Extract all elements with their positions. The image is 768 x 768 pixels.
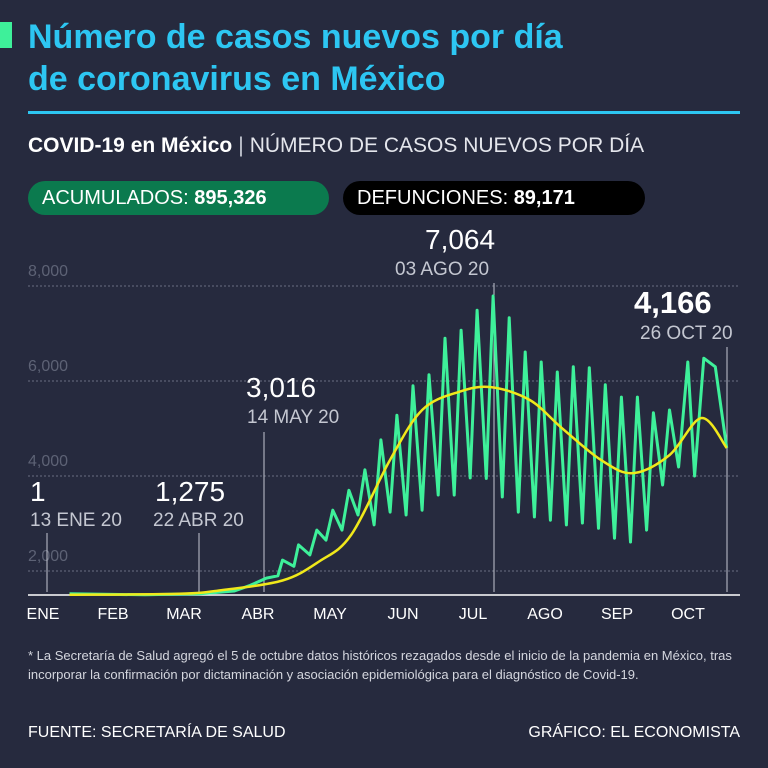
- y-tick-label: 4,000: [28, 453, 69, 470]
- x-tick-label: OCT: [671, 606, 705, 623]
- subtitle-separator: |: [238, 134, 244, 157]
- x-tick-label: ABR: [241, 606, 275, 623]
- x-tick-label: FEB: [97, 606, 129, 623]
- subtitle-rest: NÚMERO DE CASOS NUEVOS POR DÍA: [249, 134, 645, 157]
- annotation-value: 3,016: [246, 372, 317, 403]
- annotation-date: 03 AGO 20: [395, 259, 490, 280]
- trend-series-line: [69, 385, 728, 596]
- accumulated-value: 895,326: [194, 187, 267, 209]
- source-label: FUENTE: SECRETARÍA DE SALUD: [28, 724, 286, 741]
- annotation-date: 22 ABR 20: [153, 510, 244, 531]
- annotation-date: 14 MAY 20: [247, 407, 340, 428]
- annotation-value: 7,064: [425, 224, 496, 255]
- annotation-date: 13 ENE 20: [30, 510, 122, 531]
- deaths-value: 89,171: [513, 187, 575, 209]
- accumulated-badge: ACUMULADOS: 895,326: [28, 181, 329, 215]
- subtitle: COVID-19 en México | NÚMERO DE CASOS NUEVO…: [28, 134, 644, 158]
- credit-label: GRÁFICO: EL ECONOMISTA: [528, 724, 740, 741]
- deaths-badge: DEFUNCIONES: 89,171: [343, 181, 645, 215]
- deaths-label: DEFUNCIONES:: [357, 187, 509, 209]
- x-tick-label: AGO: [527, 606, 563, 623]
- x-tick-label: MAY: [313, 606, 347, 623]
- x-tick-label: SEP: [600, 606, 634, 623]
- y-tick-label: 2,000: [28, 548, 69, 565]
- x-tick-label: JUN: [387, 606, 419, 623]
- annotation-value-latest: 4,166: [634, 285, 712, 320]
- subtitle-bold: COVID-19 en México: [28, 134, 233, 157]
- daily-series-line: [69, 294, 729, 597]
- y-tick-label: 8,000: [28, 263, 69, 280]
- title-line-1: Número de casos nuevos por día: [28, 18, 563, 56]
- title-line-2: de coronavirus en México: [28, 60, 446, 98]
- y-tick-label: 6,000: [28, 358, 69, 375]
- footnote: * La Secretaría de Salud agregó el 5 de …: [28, 648, 732, 682]
- annotation-value: 1,275: [155, 476, 226, 507]
- title-accent-bar: [0, 22, 12, 48]
- x-tick-label: ENE: [26, 606, 60, 623]
- annotation-date-latest: 26 OCT 20: [640, 323, 733, 344]
- title-divider: [28, 111, 740, 114]
- annotation-value: 1: [30, 476, 46, 507]
- x-tick-label: JUL: [458, 606, 488, 623]
- x-tick-label: MAR: [166, 606, 202, 623]
- accumulated-label: ACUMULADOS:: [42, 187, 189, 209]
